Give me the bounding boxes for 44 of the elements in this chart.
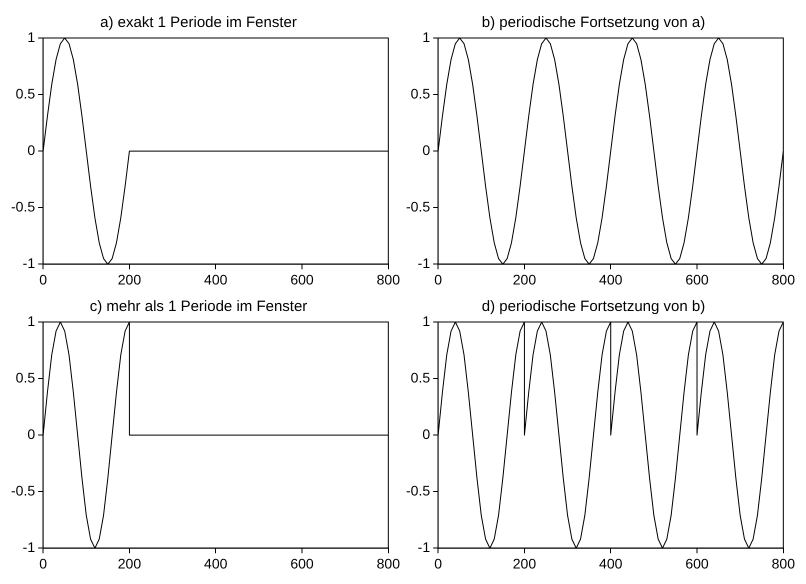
x-tick-label: 200 [512,555,536,572]
x-tick-label: 0 [434,271,442,288]
chart-title: b) periodische Fortsetzung von a) [482,14,706,32]
y-tick-label: -1 [22,255,36,272]
y-tick-label: -1 [22,539,36,556]
chart-title: c) mehr als 1 Periode im Fenster [90,298,308,316]
x-tick-label: 0 [434,555,442,572]
chart-title: a) exakt 1 Periode im Fenster [100,14,297,32]
x-tick-label: 400 [599,555,623,572]
y-tick-label: -1 [418,255,430,272]
y-tick-label: -0.5 [11,482,36,499]
x-tick-label: 200 [118,271,142,288]
y-tick-label: 0 [422,426,430,442]
y-tick-label: 1 [27,312,36,329]
y-tick-label: 0 [27,142,36,158]
x-tick-label: 0 [39,271,48,288]
x-tick-label: 600 [685,271,709,288]
y-tick-label: -0.5 [11,198,36,215]
x-tick-label: 800 [376,555,400,572]
y-tick-label: 0.5 [410,369,430,386]
chart-title: d) periodische Fortsetzung von b) [482,298,706,316]
y-tick-label: 0 [27,426,36,442]
x-tick-label: 800 [772,271,796,288]
x-tick-label: 400 [599,271,623,288]
x-tick-label: 400 [204,555,228,572]
y-tick-label: 0.5 [16,369,36,386]
y-tick-label: -0.5 [406,198,430,215]
y-tick-label: -0.5 [406,482,430,499]
x-tick-label: 400 [204,271,228,288]
y-tick-label: 1 [27,28,36,45]
x-tick-label: 600 [290,271,314,288]
y-tick-label: 0.5 [410,85,430,102]
x-tick-label: 600 [685,555,709,572]
x-tick-label: 600 [290,555,314,572]
y-tick-label: 0.5 [16,85,36,102]
y-tick-label: -1 [418,539,430,556]
x-tick-label: 800 [376,271,400,288]
x-tick-label: 800 [772,555,796,572]
x-tick-label: 0 [39,555,48,572]
x-tick-label: 200 [118,555,142,572]
y-tick-label: 0 [422,142,430,158]
y-tick-label: 1 [422,312,430,329]
x-tick-label: 200 [512,271,536,288]
y-tick-label: 1 [422,28,430,45]
